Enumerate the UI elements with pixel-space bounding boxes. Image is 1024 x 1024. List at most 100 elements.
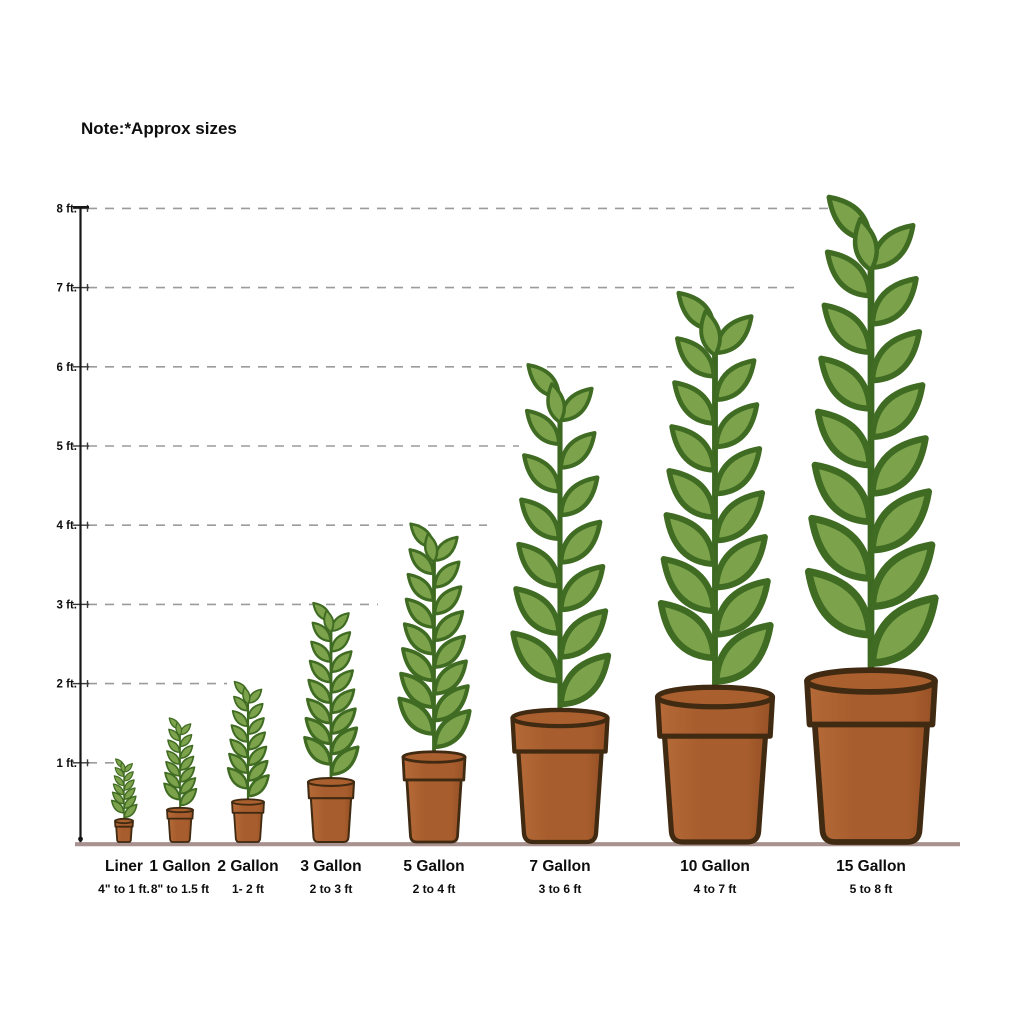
x-axis-label-7-gallon: 7 Gallon bbox=[529, 858, 590, 875]
leaf bbox=[821, 302, 873, 356]
leaf bbox=[433, 609, 465, 643]
leaf bbox=[814, 408, 873, 469]
leaf bbox=[713, 358, 757, 403]
leaf bbox=[432, 634, 467, 669]
leaf bbox=[675, 336, 717, 379]
leaf bbox=[179, 787, 198, 807]
leaf bbox=[824, 249, 873, 299]
pot-opening bbox=[654, 684, 776, 710]
leaf bbox=[165, 760, 181, 777]
plant-item-3-gallon: 3 Gallon 2 to 3 ft bbox=[300, 601, 362, 896]
leaf bbox=[663, 512, 717, 567]
pot-opening bbox=[114, 817, 134, 825]
leaf bbox=[558, 475, 600, 518]
x-axis-label-15-gallon: 15 Gallon bbox=[836, 858, 906, 875]
plant-item-7-gallon: 7 Gallon 3 to 6 ft bbox=[510, 363, 612, 896]
leaf bbox=[242, 686, 251, 705]
leaf bbox=[228, 752, 249, 775]
pot-body bbox=[167, 815, 193, 843]
leaf bbox=[167, 739, 181, 754]
x-axis-range-15-gallon: 5 to 8 ft bbox=[850, 882, 893, 896]
leaf bbox=[247, 774, 270, 798]
leaf bbox=[558, 431, 597, 470]
y-axis-label-8ft: 8 ft. bbox=[57, 203, 77, 215]
leaf bbox=[400, 647, 436, 683]
leaf bbox=[524, 408, 561, 447]
pot-body bbox=[309, 795, 353, 844]
leaf bbox=[164, 771, 181, 789]
leaf bbox=[666, 468, 717, 520]
x-axis-range-liner: 4" to 1 ft. bbox=[98, 882, 150, 896]
leaf bbox=[868, 541, 936, 611]
leaf bbox=[869, 382, 926, 441]
leaf bbox=[123, 771, 134, 782]
leaf bbox=[660, 556, 717, 615]
plant-item-15-gallon: 15 Gallon 5 to 8 ft bbox=[804, 194, 939, 896]
leaf bbox=[330, 631, 352, 653]
leaf bbox=[113, 775, 125, 787]
y-axis-label-1ft: 1 ft. bbox=[57, 758, 77, 770]
leaf bbox=[179, 777, 197, 795]
leaf bbox=[233, 695, 249, 712]
leaf bbox=[713, 402, 760, 450]
leaf bbox=[404, 597, 435, 629]
y-axis-foot bbox=[78, 836, 83, 842]
leaf bbox=[869, 329, 923, 384]
x-axis-label-liner: Liner bbox=[105, 858, 143, 875]
leaf bbox=[330, 726, 359, 756]
x-axis-range-2-gallon: 1- 2 ft bbox=[232, 882, 264, 896]
leaf bbox=[713, 446, 763, 497]
leaf bbox=[852, 216, 879, 273]
pot-opening bbox=[231, 798, 265, 806]
leaf bbox=[869, 276, 919, 327]
leaf bbox=[432, 659, 468, 696]
leaf bbox=[123, 803, 138, 819]
leaf bbox=[869, 435, 929, 497]
x-axis-range-7-gallon: 3 to 6 ft bbox=[539, 882, 582, 896]
pot bbox=[654, 684, 776, 845]
y-axis-label-2ft: 2 ft. bbox=[57, 679, 77, 691]
leaf bbox=[432, 684, 470, 723]
leaf bbox=[399, 671, 436, 710]
x-axis-label-2-gallon: 2 Gallon bbox=[217, 858, 278, 875]
pot-opening bbox=[166, 806, 194, 814]
leaf bbox=[433, 560, 461, 589]
pot bbox=[114, 817, 134, 843]
y-axis-label-7ft: 7 ft. bbox=[57, 283, 77, 295]
leaf bbox=[123, 779, 135, 791]
leaf bbox=[423, 532, 439, 564]
leaf bbox=[408, 548, 435, 576]
x-axis-label-5-gallon: 5 Gallon bbox=[403, 858, 464, 875]
leaf bbox=[558, 563, 606, 613]
leaf bbox=[303, 735, 333, 766]
leaf bbox=[329, 745, 360, 777]
x-axis-label-1-gallon: 1 Gallon bbox=[149, 858, 210, 875]
leaf bbox=[247, 717, 265, 735]
leaf bbox=[713, 578, 771, 638]
pot bbox=[166, 806, 194, 843]
y-axis-label-5ft: 5 ft. bbox=[57, 441, 77, 453]
leaf bbox=[432, 708, 472, 750]
leaf bbox=[247, 759, 269, 782]
pot-body bbox=[661, 731, 769, 845]
leaf bbox=[123, 795, 137, 810]
leaf bbox=[522, 453, 562, 494]
pot bbox=[401, 750, 467, 844]
leaf bbox=[330, 688, 356, 715]
leaf bbox=[226, 766, 249, 790]
pot bbox=[306, 777, 356, 844]
pot-body bbox=[516, 747, 604, 845]
pot-opening bbox=[401, 750, 467, 764]
leaf bbox=[546, 382, 567, 425]
y-axis bbox=[73, 206, 89, 843]
x-axis-range-5-gallon: 2 to 4 ft bbox=[413, 882, 456, 896]
leaf bbox=[669, 424, 717, 473]
leaf bbox=[397, 696, 436, 736]
pot bbox=[804, 667, 938, 845]
pot-body bbox=[405, 776, 463, 844]
leaf bbox=[811, 461, 873, 526]
leaf bbox=[163, 782, 181, 801]
plant-item-5-gallon: 5 Gallon 2 to 4 ft bbox=[397, 522, 472, 896]
